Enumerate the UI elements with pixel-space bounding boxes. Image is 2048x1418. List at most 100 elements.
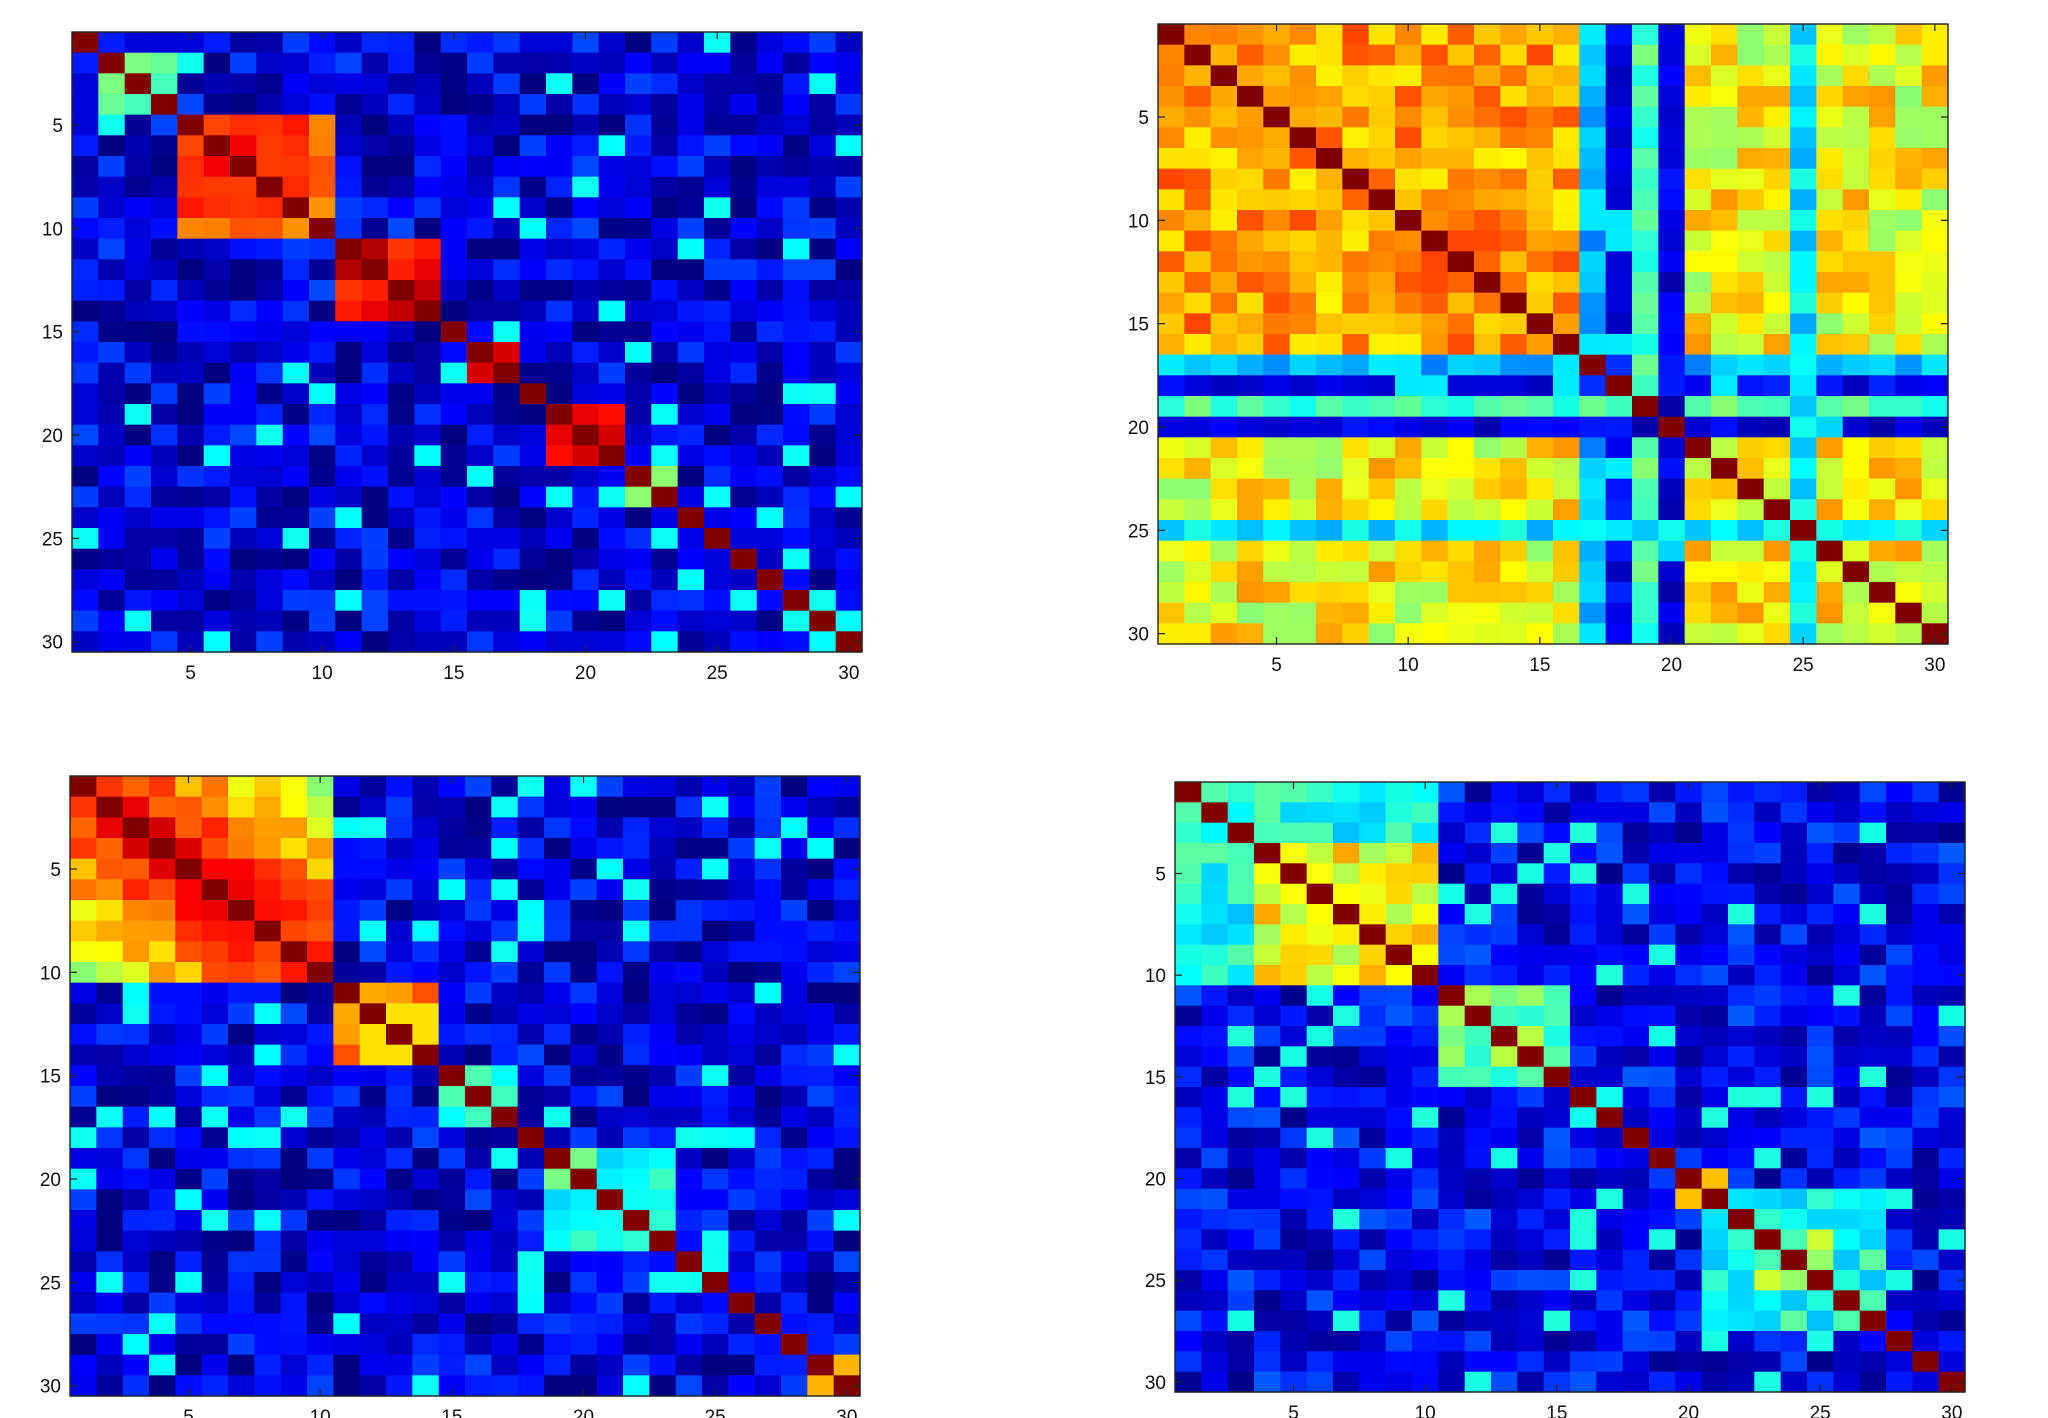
heatmap-cell [228, 858, 255, 880]
heatmap-cell [1596, 1026, 1624, 1047]
heatmap-cell [1306, 1331, 1334, 1352]
heatmap-cell [1500, 416, 1528, 438]
heatmap-cell [623, 796, 650, 818]
heatmap-cell [546, 114, 573, 136]
heatmap-cell [282, 32, 310, 54]
heatmap-cell [151, 176, 178, 198]
heatmap-cell [1886, 863, 1913, 885]
heatmap-cell [517, 1044, 545, 1066]
heatmap-cell [546, 94, 573, 116]
heatmap-cell [1833, 1290, 1861, 1312]
heatmap-cell [333, 879, 361, 901]
heatmap-cell [728, 1313, 756, 1335]
heatmap-cell [704, 197, 731, 219]
heatmap-cell [702, 1334, 729, 1356]
y-tick-label: 20 [1128, 418, 1149, 439]
heatmap-cell [254, 838, 282, 860]
heatmap-cell [96, 900, 124, 922]
heatmap-cell [625, 610, 652, 632]
heatmap-cell [124, 94, 152, 116]
heatmap-cell [1895, 561, 1923, 583]
heatmap-cell [1201, 843, 1229, 864]
heatmap-cell [1474, 602, 1501, 624]
heatmap-cell [256, 486, 284, 508]
heatmap-cell [1763, 458, 1791, 480]
heatmap-cell [1395, 210, 1422, 232]
heatmap-cell [704, 135, 731, 157]
heatmap-cell [1500, 148, 1528, 170]
heatmap-cell [1342, 272, 1370, 294]
heatmap-cell [677, 114, 705, 136]
heatmap-cell [124, 135, 152, 157]
heatmap-cell [467, 73, 494, 95]
heatmap-cell [1859, 1087, 1887, 1108]
heatmap-cell [544, 1086, 571, 1108]
heatmap-cell [1227, 1331, 1255, 1352]
heatmap-cell [149, 1148, 176, 1170]
heatmap-cell [572, 590, 600, 612]
heatmap-cell [177, 445, 205, 467]
heatmap-cell [704, 486, 731, 508]
heatmap-cell [704, 362, 731, 384]
heatmap-cell [467, 52, 494, 74]
heatmap-cell [386, 1375, 413, 1397]
heatmap-cell [1263, 520, 1291, 542]
heatmap-cell [72, 342, 99, 364]
heatmap-cell [783, 280, 810, 302]
heatmap-cell [72, 218, 99, 240]
heatmap-cell [1263, 24, 1291, 46]
heatmap-cell [1579, 396, 1607, 418]
heatmap-cell [1175, 1127, 1202, 1149]
heatmap-cell [1306, 1229, 1334, 1251]
heatmap-cell [1833, 883, 1861, 905]
heatmap-cell [754, 1272, 782, 1294]
heatmap-cell [96, 796, 124, 818]
heatmap-cell [1938, 1331, 1966, 1352]
heatmap-cell [1491, 1229, 1518, 1251]
heatmap-cell [388, 32, 415, 54]
heatmap-cell [1210, 86, 1238, 108]
heatmap-cell [228, 941, 255, 963]
heatmap-cell [598, 528, 626, 550]
heatmap-cell [1816, 602, 1844, 624]
heatmap-cell [491, 1044, 519, 1066]
heatmap-cell [1280, 1066, 1308, 1088]
heatmap-cell [596, 920, 624, 942]
heatmap-cell [677, 404, 705, 426]
heatmap-cell [623, 1354, 650, 1376]
heatmap-cell [1763, 65, 1791, 87]
heatmap-cell [675, 858, 703, 880]
heatmap-cell [1553, 602, 1580, 624]
heatmap-cell [1158, 334, 1185, 356]
heatmap-cell [465, 1024, 492, 1046]
heatmap-cell [1833, 1249, 1861, 1271]
heatmap-cell [1737, 210, 1765, 232]
heatmap-cell [783, 610, 810, 632]
heatmap-cell [728, 1230, 756, 1252]
heatmap-cell [1579, 148, 1607, 170]
heatmap-cell [491, 879, 519, 901]
heatmap-cell [1517, 904, 1545, 925]
heatmap-cell [359, 920, 387, 942]
heatmap-cell [438, 1024, 466, 1046]
heatmap-cell [1605, 334, 1633, 356]
heatmap-cell [1438, 1310, 1466, 1332]
heatmap-cell [203, 424, 231, 446]
heatmap-cell [651, 156, 679, 178]
heatmap-cell [1921, 44, 1949, 66]
heatmap-cell [730, 32, 758, 54]
heatmap-cell [1237, 210, 1264, 232]
heatmap-cell [704, 445, 731, 467]
heatmap-cell [1895, 354, 1923, 376]
heatmap-cell [175, 1148, 203, 1170]
heatmap-cell [1447, 375, 1475, 397]
heatmap-cell [175, 1334, 203, 1356]
heatmap-cell [783, 52, 810, 74]
heatmap-cell [1306, 965, 1334, 986]
heatmap-cell [386, 776, 413, 798]
heatmap-cell [1859, 1005, 1887, 1027]
heatmap-cell [1833, 1270, 1861, 1291]
heatmap-cell [754, 982, 782, 1004]
heatmap-cell [412, 858, 440, 880]
heatmap-cell [1289, 168, 1317, 190]
